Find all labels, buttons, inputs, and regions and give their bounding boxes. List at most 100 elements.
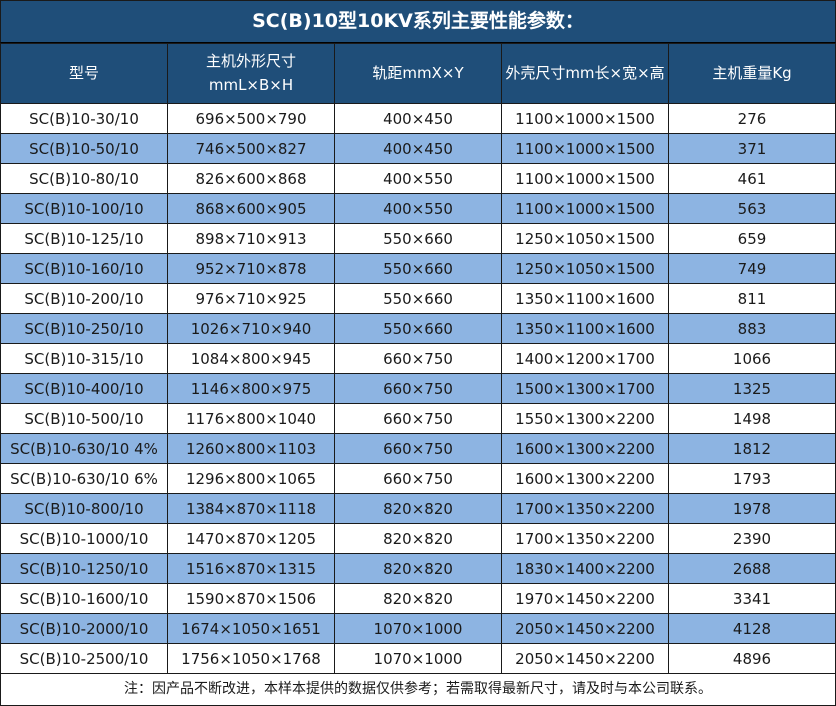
table-cell: 1250×1050×1500 [501, 223, 669, 254]
table-cell: 820×820 [334, 493, 502, 524]
table-cell: SC(B)10-80/10 [0, 163, 168, 194]
table-cell: 1590×870×1506 [167, 583, 335, 614]
table-cell: 1176×800×1040 [167, 403, 335, 434]
table-cell: SC(B)10-1600/10 [0, 583, 168, 614]
table-cell: SC(B)10-315/10 [0, 343, 168, 374]
table-cell: 1500×1300×1700 [501, 373, 669, 404]
table-cell: 550×660 [334, 223, 502, 254]
table-row: SC(B)10-30/10 696×500×790 400×450 1100×1000… [0, 103, 836, 134]
table-cell: 550×660 [334, 253, 502, 284]
table-row: SC(B)10-1250/10 1516×870×1315 820×820 1830×… [0, 553, 836, 584]
table-cell: 400×550 [334, 163, 502, 194]
table-cell: 2688 [668, 553, 836, 584]
table-row: SC(B)10-1600/10 1590×870×1506 820×820 1970×… [0, 583, 836, 614]
table-cell: 1516×870×1315 [167, 553, 335, 584]
table-row: SC(B)10-315/10 1084×800×945 660×750 1400×12… [0, 343, 836, 374]
table-cell: SC(B)10-100/10 [0, 193, 168, 224]
table-row: SC(B)10-200/10 976×710×925 550×660 1350×110… [0, 283, 836, 314]
table-row: SC(B)10-80/10 826×600×868 400×550 1100×1000… [0, 163, 836, 194]
table-cell: 2050×1450×2200 [501, 643, 669, 674]
table-cell: 749 [668, 253, 836, 284]
header-row: 型号 主机外形尺寸 mmL×B×H 轨距mmX×Y 外壳尺寸mm长×宽×高 主机… [0, 43, 836, 104]
table-row: SC(B)10-160/10 952×710×878 550×660 1250×105… [0, 253, 836, 284]
table-row: SC(B)10-400/10 1146×800×975 660×750 1500×13… [0, 373, 836, 404]
table-cell: SC(B)10-400/10 [0, 373, 168, 404]
col-header-model: 型号 [0, 43, 168, 104]
table-cell: 660×750 [334, 373, 502, 404]
table-cell: 371 [668, 133, 836, 164]
spec-table: 型号 主机外形尺寸 mmL×B×H 轨距mmX×Y 外壳尺寸mm长×宽×高 主机… [0, 43, 836, 674]
table-cell: 883 [668, 313, 836, 344]
table-cell: 1100×1000×1500 [501, 103, 669, 134]
table-cell: 461 [668, 163, 836, 194]
col-header-model-label: 型号 [68, 63, 99, 82]
table-cell: SC(B)10-250/10 [0, 313, 168, 344]
table-cell: 4128 [668, 613, 836, 644]
footer-note: 注：因产品不断改进，本样本提供的数据仅供参考；若需取得最新尺寸，请及时与本公司联… [0, 674, 836, 706]
table-cell: 1970×1450×2200 [501, 583, 669, 614]
table-row: SC(B)10-630/10 4% 1260×800×1103 660×750 160… [0, 433, 836, 464]
table-cell: SC(B)10-50/10 [0, 133, 168, 164]
table-cell: 1296×800×1065 [167, 463, 335, 494]
table-row: SC(B)10-125/10 898×710×913 550×660 1250×105… [0, 223, 836, 254]
table-cell: 1498 [668, 403, 836, 434]
col-header-dimensions: 主机外形尺寸 mmL×B×H [167, 43, 335, 104]
table-cell: 400×550 [334, 193, 502, 224]
table-cell: 1470×870×1205 [167, 523, 335, 554]
table-cell: 746×500×827 [167, 133, 335, 164]
col-header-dimensions-line1: 主机外形尺寸 [205, 52, 296, 71]
table-cell: 1384×870×1118 [167, 493, 335, 524]
page-title: SC(B)10型10KV系列主要性能参数： [0, 0, 836, 43]
table-cell: SC(B)10-30/10 [0, 103, 168, 134]
table-cell: 1600×1300×2200 [501, 463, 669, 494]
table-cell: 1830×1400×2200 [501, 553, 669, 584]
table-cell: 1550×1300×2200 [501, 403, 669, 434]
table-row: SC(B)10-500/10 1176×800×1040 660×750 1550×1… [0, 403, 836, 434]
col-header-enclosure-label: 外壳尺寸mm长×宽×高 [505, 63, 665, 82]
table-cell: 1026×710×940 [167, 313, 335, 344]
table-row: SC(B)10-100/10 868×600×905 400×550 1100×100… [0, 193, 836, 224]
col-header-weight-label: 主机重量Kg [712, 63, 792, 82]
col-header-dimensions-line2: mmL×B×H [208, 75, 294, 94]
table-cell: 1146×800×975 [167, 373, 335, 404]
table-cell: SC(B)10-1000/10 [0, 523, 168, 554]
table-cell: 1260×800×1103 [167, 433, 335, 464]
table-cell: 1812 [668, 433, 836, 464]
table-cell: 400×450 [334, 103, 502, 134]
table-row: SC(B)10-800/10 1384×870×1118 820×820 1700×1… [0, 493, 836, 524]
table-cell: 1066 [668, 343, 836, 374]
table-cell: SC(B)10-630/10 6% [0, 463, 168, 494]
table-cell: 1978 [668, 493, 836, 524]
table-cell: 4896 [668, 643, 836, 674]
table-cell: SC(B)10-800/10 [0, 493, 168, 524]
table-cell: 2050×1450×2200 [501, 613, 669, 644]
table-cell: SC(B)10-500/10 [0, 403, 168, 434]
table-cell: 1070×1000 [334, 643, 502, 674]
table-cell: 976×710×925 [167, 283, 335, 314]
table-row: SC(B)10-50/10 746×500×827 400×450 1100×1000… [0, 133, 836, 164]
table-cell: SC(B)10-160/10 [0, 253, 168, 284]
table-cell: 1084×800×945 [167, 343, 335, 374]
table-row: SC(B)10-630/10 6% 1296×800×1065 660×750 160… [0, 463, 836, 494]
col-header-rail-gauge: 轨距mmX×Y [334, 43, 502, 104]
table-cell: 660×750 [334, 463, 502, 494]
table-cell: 550×660 [334, 313, 502, 344]
table-cell: 811 [668, 283, 836, 314]
table-cell: 1100×1000×1500 [501, 133, 669, 164]
table-row: SC(B)10-250/10 1026×710×940 550×660 1350×11… [0, 313, 836, 344]
table-cell: 660×750 [334, 403, 502, 434]
table-cell: 660×750 [334, 433, 502, 464]
table-cell: SC(B)10-2500/10 [0, 643, 168, 674]
table-cell: 1793 [668, 463, 836, 494]
col-header-rail-gauge-label: 轨距mmX×Y [372, 63, 464, 82]
table-cell: 1350×1100×1600 [501, 283, 669, 314]
table-cell: 659 [668, 223, 836, 254]
table-row: SC(B)10-1000/10 1470×870×1205 820×820 1700×… [0, 523, 836, 554]
table-cell: 1325 [668, 373, 836, 404]
table-cell: 3341 [668, 583, 836, 614]
table-cell: 1100×1000×1500 [501, 193, 669, 224]
table-cell: SC(B)10-200/10 [0, 283, 168, 314]
table-cell: 952×710×878 [167, 253, 335, 284]
table-cell: 820×820 [334, 523, 502, 554]
